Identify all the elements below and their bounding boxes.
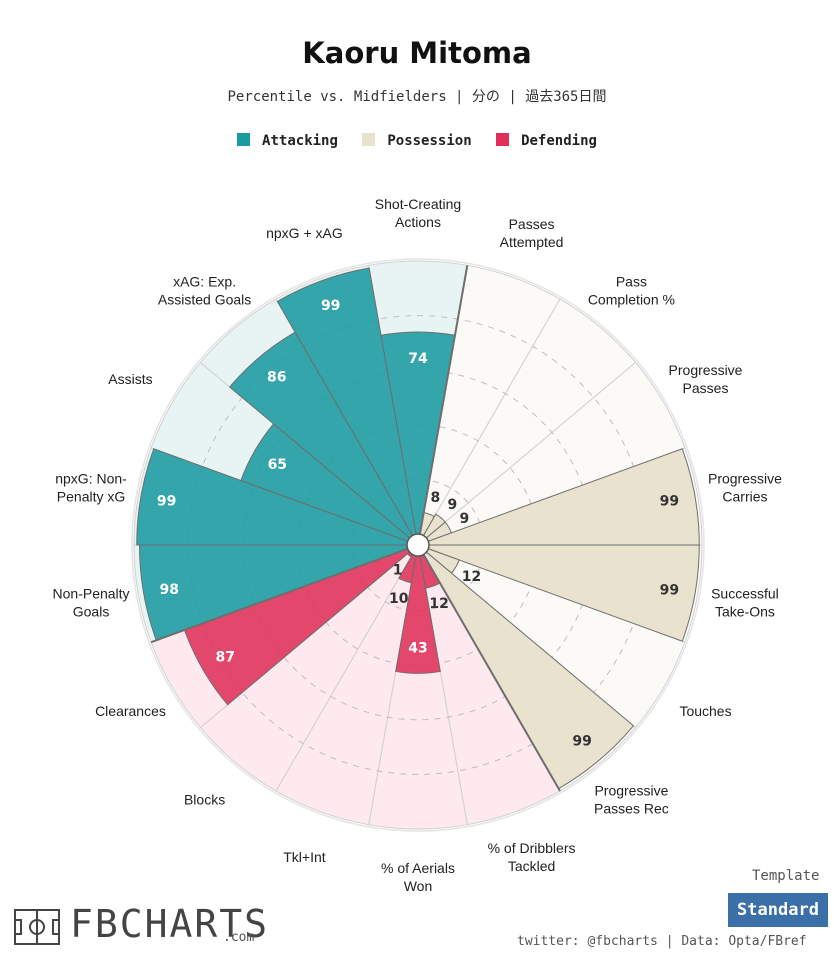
center-circle [406,533,430,557]
value-label: 8 [431,490,441,506]
value-label: 10 [389,591,409,607]
legend-label-attacking: Attacking [262,133,338,149]
value-label: 12 [429,596,448,612]
logo-text: FBCHARTS [70,902,270,946]
axis-label: Non-Penalty Goals [53,586,130,620]
value-label: 99 [572,734,591,750]
legend-item-possession: Possession [362,133,472,149]
value-label: 65 [268,457,287,473]
credit-text: twitter: @fbcharts | Data: Opta/FBref [517,934,807,949]
outer-ring [131,258,705,832]
chart-subtitle: Percentile vs. Midfielders | 分の | 過去365日… [227,89,607,105]
axis-label: % of Aerials Won [381,860,455,894]
template-badge: Standard [728,893,828,927]
axis-label: Progressive Carries [708,470,782,504]
axis-label: Touches [679,703,731,719]
value-label: 99 [660,582,679,598]
fbcharts-pitch-icon [14,909,60,945]
group-separator [422,554,561,792]
legend-swatch-defending [496,133,510,146]
value-label: 87 [216,649,235,665]
group-separator [418,265,469,535]
value-label: 9 [448,497,458,513]
axis-label: Successful Take-Ons [711,586,779,620]
axis-label: npxG: Non-Penalty xG [55,470,127,504]
legend-label-defending: Defending [521,133,597,149]
value-label: 99 [321,298,340,314]
value-label: 86 [267,370,286,386]
legend-item-attacking: Attacking [237,133,338,149]
value-label: 12 [462,569,481,585]
axis-label: Progressive Passes Rec [594,782,669,816]
axis-label: Progressive Passes [669,362,743,396]
legend: Attacking Possession Defending [0,133,834,149]
chart-title: Kaoru Mitoma [302,36,532,70]
axis-label: Passes Attempted [500,216,564,250]
axis-label: Shot-Creating Actions [375,196,461,230]
value-label: 99 [157,494,176,510]
axis-label: xAG: Exp. Assisted Goals [158,274,251,308]
value-label: 99 [660,494,679,510]
legend-item-defending: Defending [496,133,597,149]
template-label: Template [752,868,820,884]
group-separator [150,547,409,644]
axis-label: Pass Completion % [588,274,675,308]
value-label: 74 [408,351,428,367]
value-label: 98 [160,582,179,598]
legend-label-possession: Possession [387,133,472,149]
axis-label: Blocks [184,791,225,807]
legend-swatch-attacking [237,133,251,146]
axis-label: Clearances [95,703,166,719]
logo-suffix: .com [223,930,255,945]
axis-label: npxG + xAG [266,225,343,241]
value-label: 9 [460,511,470,527]
axis-label: Tkl+Int [283,849,326,865]
axis-label: % of Dribblers Tackled [488,840,576,874]
axis-label: Assists [108,371,152,387]
value-label: 43 [408,640,427,656]
legend-swatch-possession [362,133,376,146]
value-label: 1 [393,562,403,578]
